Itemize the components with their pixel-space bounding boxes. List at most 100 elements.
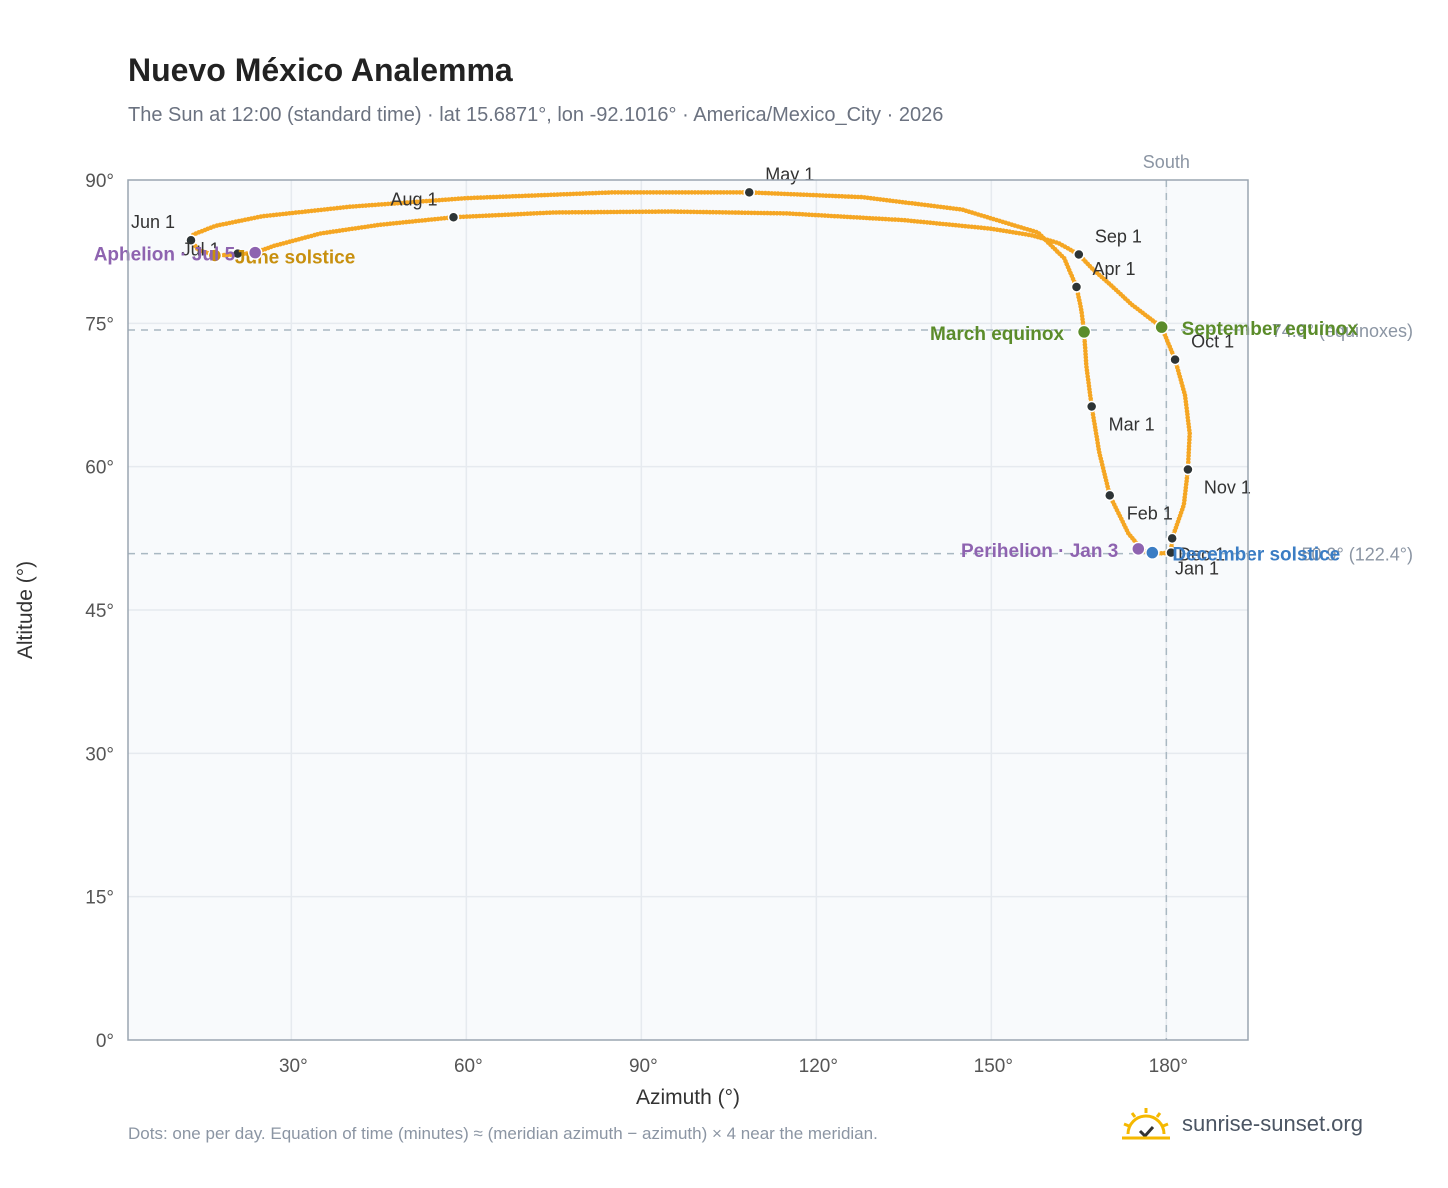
daily-position-dot (525, 211, 530, 216)
daily-position-dot (638, 190, 643, 195)
daily-position-dot (673, 190, 679, 195)
daily-position-dot (470, 214, 476, 219)
daily-position-dot (625, 190, 631, 195)
daily-position-dot (691, 209, 697, 215)
event-marker (1076, 324, 1092, 340)
month-marker (1165, 546, 1177, 559)
daily-position-dot (804, 192, 810, 198)
daily-position-dot (766, 190, 771, 196)
daily-position-dot (656, 209, 661, 214)
daily-position-dot (781, 211, 786, 216)
daily-position-dot (702, 190, 707, 195)
x-axis-label: Azimuth (°) (636, 1086, 740, 1109)
daily-position-dot (795, 192, 800, 197)
daily-position-dot (676, 190, 682, 195)
daily-position-dot (627, 209, 633, 215)
daily-position-dot (643, 209, 649, 214)
sun-logo-icon (1122, 1108, 1170, 1140)
daily-position-dot (628, 190, 634, 195)
event-marker (247, 245, 263, 260)
reference-label: 74.3° (equinoxes) (1272, 321, 1413, 341)
y-tick-label: 75° (85, 314, 114, 335)
daily-position-dot (582, 209, 588, 215)
daily-position-dot (561, 192, 567, 197)
daily-position-dot (531, 211, 537, 216)
month-label: Feb 1 (1127, 503, 1173, 523)
x-tick-label: 120° (799, 1056, 838, 1077)
daily-position-dot (749, 210, 754, 216)
daily-position-dot (515, 211, 521, 217)
daily-position-dot (475, 195, 480, 200)
daily-position-dot (739, 210, 745, 215)
daily-position-dot (614, 209, 620, 215)
daily-position-dot (681, 209, 687, 215)
daily-position-dot (587, 191, 592, 196)
event-label: Aphelion · Jul 5 (94, 245, 236, 266)
month-label: Nov 1 (1204, 478, 1251, 498)
month-marker (447, 211, 460, 224)
daily-position-dot (791, 192, 797, 197)
x-tick-label: 90° (629, 1056, 658, 1077)
daily-position-dot (619, 190, 624, 195)
daily-position-dot (846, 194, 851, 199)
month-marker (1085, 400, 1098, 413)
daily-position-dot (756, 190, 762, 196)
daily-position-dot (641, 190, 647, 195)
daily-position-dot (595, 209, 601, 215)
daily-position-dot (688, 209, 693, 215)
daily-position-dot (1186, 450, 1191, 455)
daily-position-dot (646, 209, 652, 214)
daily-position-dot (580, 191, 586, 196)
daily-position-dot (653, 209, 658, 214)
daily-position-dot (494, 194, 500, 200)
event-marker (1154, 319, 1169, 335)
daily-position-dot (644, 190, 650, 195)
daily-position-dot (660, 190, 666, 195)
daily-position-dot (695, 190, 701, 195)
daily-position-dot (477, 213, 482, 219)
daily-position-dot (665, 209, 671, 214)
daily-position-dot (723, 210, 729, 215)
daily-position-dot (855, 194, 861, 200)
daily-position-dot (1187, 434, 1192, 439)
y-axis-label: Altitude (°) (14, 561, 37, 659)
daily-position-dot (782, 191, 787, 197)
reference-label: 50.9° (122.4°) (1302, 545, 1413, 565)
daily-position-dot (814, 192, 819, 198)
chart-subtitle: The Sun at 12:00 (standard time) · lat 1… (128, 104, 944, 126)
daily-position-dot (711, 190, 717, 195)
daily-position-dot (737, 190, 743, 195)
month-label: Oct 1 (1191, 332, 1234, 352)
daily-position-dot (813, 212, 818, 218)
daily-position-dot (647, 190, 653, 195)
daily-position-dot (839, 194, 845, 199)
daily-position-dot (611, 209, 617, 215)
daily-position-dot (606, 190, 611, 195)
daily-position-dot (801, 192, 806, 197)
event-label: March equinox (930, 324, 1065, 345)
x-tick-label: 180° (1149, 1056, 1188, 1077)
chart-title: Nuevo México Analemma (128, 52, 513, 88)
y-tick-label: 15° (85, 888, 114, 909)
daily-position-dot (228, 252, 233, 258)
daily-position-dot (488, 194, 493, 200)
daily-position-dot (832, 213, 837, 219)
daily-position-dot (731, 190, 736, 195)
daily-position-dot (617, 209, 623, 215)
month-label: Aug 1 (390, 189, 437, 209)
daily-position-dot (849, 194, 854, 199)
daily-position-dot (504, 194, 509, 199)
brand[interactable]: sunrise-sunset.org (1120, 1104, 1363, 1144)
daily-position-dot (516, 193, 522, 199)
daily-position-dot (631, 190, 637, 195)
daily-position-dot (1186, 456, 1191, 462)
month-label: Apr 1 (1093, 259, 1136, 279)
daily-position-dot (692, 190, 698, 195)
daily-position-dot (758, 210, 764, 216)
daily-position-dot (683, 190, 688, 195)
daily-position-dot (496, 212, 502, 218)
daily-position-dot (889, 217, 895, 222)
daily-position-dot (729, 210, 735, 215)
